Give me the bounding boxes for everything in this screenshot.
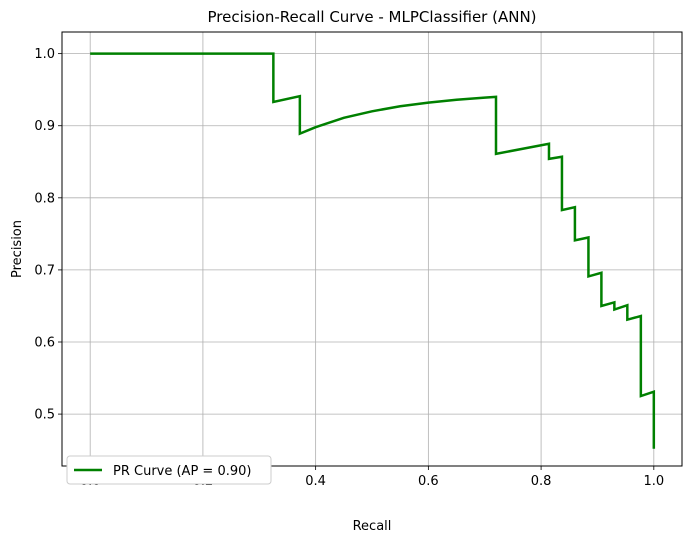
y-tick-label: 0.5	[34, 408, 55, 423]
x-tick-label: 0.8	[531, 474, 552, 489]
chart-title: Precision-Recall Curve - MLPClassifier (…	[207, 8, 536, 26]
x-tick-label: 1.0	[643, 474, 664, 489]
y-tick-label: 1.0	[34, 47, 55, 62]
legend-box	[66, 455, 272, 485]
y-axis-label: Precision	[10, 220, 25, 278]
y-tick-label: 0.7	[34, 263, 55, 278]
legend-label: PR Curve (AP = 0.90)	[113, 464, 251, 479]
y-axis: 0.5 0.6 0.7 0.8 0.9 1.0	[34, 47, 62, 423]
series-layer	[90, 52, 656, 449]
y-tick-label: 0.9	[34, 119, 55, 134]
plot-frame	[61, 31, 683, 467]
pr-curve-line	[90, 52, 656, 449]
y-tick-label: 0.8	[34, 191, 55, 206]
y-tick-label: 0.6	[34, 336, 55, 351]
x-tick-label: 0.4	[305, 474, 326, 489]
legend: PR Curve (AP = 0.90)	[66, 455, 272, 485]
x-tick-label: 0.6	[418, 474, 439, 489]
x-axis-label: Recall	[353, 519, 392, 534]
